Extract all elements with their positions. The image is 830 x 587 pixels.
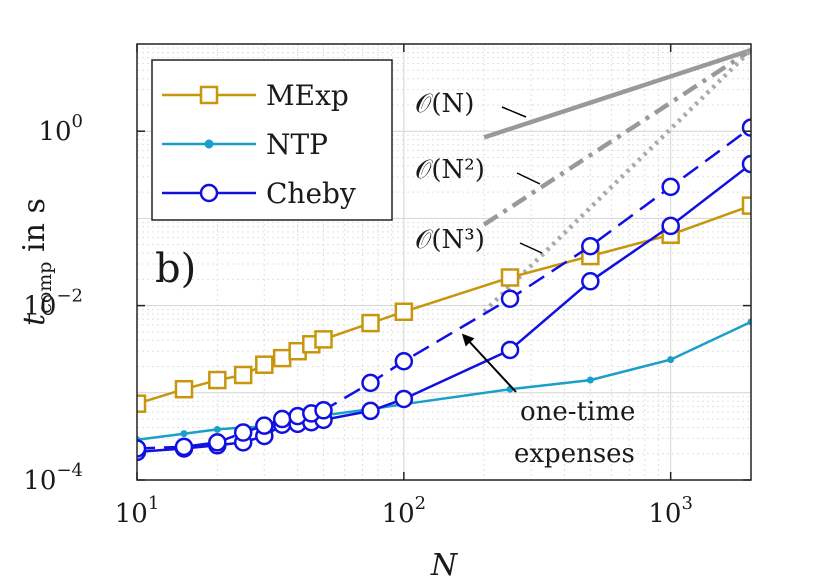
ref-leader-on3 bbox=[519, 242, 543, 254]
ref-leader-on2 bbox=[516, 172, 541, 185]
series-cheby-incl-one-time-expenses bbox=[137, 118, 751, 458]
annotation-line2: expenses bbox=[514, 439, 635, 469]
data-point bbox=[747, 318, 751, 326]
legend-marker-square bbox=[199, 85, 219, 105]
data-point bbox=[137, 394, 147, 413]
data-point bbox=[208, 370, 227, 390]
data-point bbox=[255, 416, 274, 435]
data-point bbox=[500, 340, 520, 360]
x-axis-label: N bbox=[430, 548, 459, 583]
data-point bbox=[174, 437, 194, 457]
y-axis-label: tcomp in s bbox=[17, 198, 56, 326]
data-point bbox=[233, 365, 253, 385]
series-mexp bbox=[137, 196, 751, 413]
data-point bbox=[500, 268, 520, 287]
data-point bbox=[394, 302, 414, 322]
data-point bbox=[180, 430, 188, 438]
reference-line-1 bbox=[483, 48, 751, 140]
data-point bbox=[581, 236, 600, 256]
data-point bbox=[174, 379, 194, 399]
ticks: 101 102 103 10−4 10−2 100 bbox=[23, 44, 751, 529]
data-point bbox=[314, 401, 333, 420]
ref-label-on3: 𝒪(N³) bbox=[415, 225, 485, 255]
data-point bbox=[272, 348, 292, 368]
data-point bbox=[741, 196, 751, 215]
data-point bbox=[233, 423, 253, 442]
y-tick-label: 100 bbox=[38, 111, 83, 147]
data-point bbox=[586, 376, 594, 384]
data-point bbox=[581, 272, 600, 291]
plot-frame bbox=[136, 43, 752, 481]
legend: MExp NTP Cheby bbox=[151, 59, 393, 221]
data-point bbox=[255, 355, 274, 374]
legend-item-ntp: NTP bbox=[162, 128, 328, 161]
data-point bbox=[137, 439, 147, 458]
data-point bbox=[314, 330, 333, 349]
y-tick-label: 10−2 bbox=[23, 286, 83, 322]
ref-label-on2: 𝒪(N²) bbox=[415, 155, 485, 185]
x-tick-label: 102 bbox=[382, 493, 427, 529]
legend-item-cheby: Cheby bbox=[162, 177, 356, 210]
reference-lines bbox=[482, 48, 751, 314]
data-point bbox=[361, 401, 380, 421]
reference-line-3 bbox=[482, 48, 751, 314]
data-point bbox=[361, 313, 380, 333]
data-point bbox=[741, 154, 751, 174]
legend-marker-circle bbox=[199, 183, 219, 203]
data-point bbox=[272, 409, 292, 429]
legend-label-mexp: MExp bbox=[266, 79, 349, 112]
series bbox=[137, 118, 751, 462]
data-point bbox=[394, 352, 414, 371]
data-point bbox=[394, 389, 414, 409]
x-tick-label: 101 bbox=[115, 493, 160, 529]
data-point bbox=[208, 433, 227, 452]
data-point bbox=[361, 373, 380, 393]
data-point bbox=[667, 356, 675, 364]
ref-label-on: 𝒪(N) bbox=[415, 89, 474, 119]
legend-label-cheby: Cheby bbox=[266, 177, 356, 210]
y-tick-label: 10−4 bbox=[23, 460, 83, 496]
ref-leader-on bbox=[501, 106, 527, 118]
annotation-line1: one-time bbox=[520, 397, 635, 427]
annotation-arrow bbox=[461, 333, 517, 393]
data-point bbox=[500, 289, 520, 308]
data-point bbox=[213, 425, 221, 433]
data-point bbox=[661, 216, 680, 236]
legend-label-ntp: NTP bbox=[266, 128, 328, 161]
data-point bbox=[661, 177, 680, 197]
reference-line-2 bbox=[482, 48, 751, 227]
legend-marker-dot bbox=[204, 139, 214, 149]
legend-item-mexp: MExp bbox=[162, 79, 349, 112]
panel-label: b) bbox=[155, 246, 196, 292]
x-tick-label: 103 bbox=[648, 493, 693, 529]
